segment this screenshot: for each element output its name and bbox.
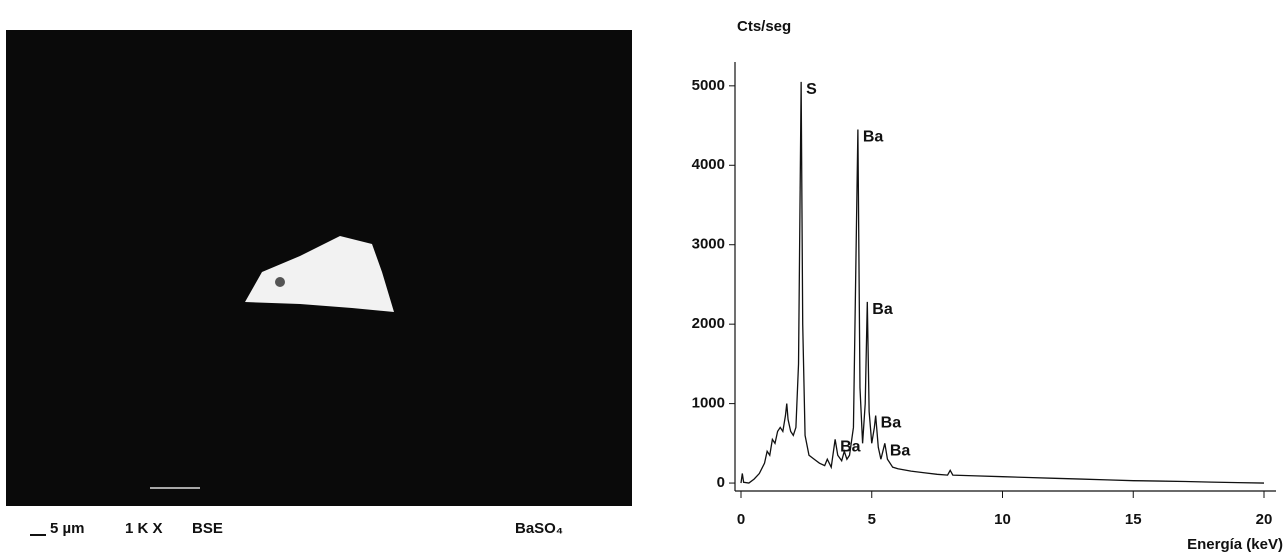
peak-label: Ba — [863, 129, 884, 146]
x-tick-label: 5 — [868, 511, 876, 528]
peak-label: Ba — [872, 301, 893, 318]
y-axis-label: Cts/seg — [737, 18, 791, 35]
peak-label: Ba — [890, 443, 911, 460]
y-tick-label: 0 — [717, 474, 725, 491]
sem-image — [6, 30, 632, 506]
y-tick-label: 2000 — [692, 315, 725, 332]
y-tick-label: 4000 — [692, 156, 725, 173]
scale-label: 5 µm — [50, 520, 85, 537]
particle-spot — [275, 277, 285, 287]
peak-label: Ba — [881, 415, 902, 432]
x-tick-label: 15 — [1125, 511, 1142, 528]
x-tick-label: 0 — [737, 511, 745, 528]
spectrum-line — [740, 81, 1265, 484]
peak-label: S — [806, 81, 817, 98]
x-axis-label: Energía (keV) — [1187, 536, 1283, 553]
peak-label: Ba — [840, 439, 861, 456]
particle — [245, 236, 394, 312]
y-tick-label: 5000 — [692, 77, 725, 94]
compound: BaSO₄ — [515, 520, 563, 537]
mode: BSE — [192, 520, 223, 537]
y-tick-label: 1000 — [692, 395, 725, 412]
y-tick-label: 3000 — [692, 236, 725, 253]
x-tick-label: 10 — [994, 511, 1011, 528]
x-tick-label: 20 — [1256, 511, 1273, 528]
magnification: 1 K X — [125, 520, 163, 537]
